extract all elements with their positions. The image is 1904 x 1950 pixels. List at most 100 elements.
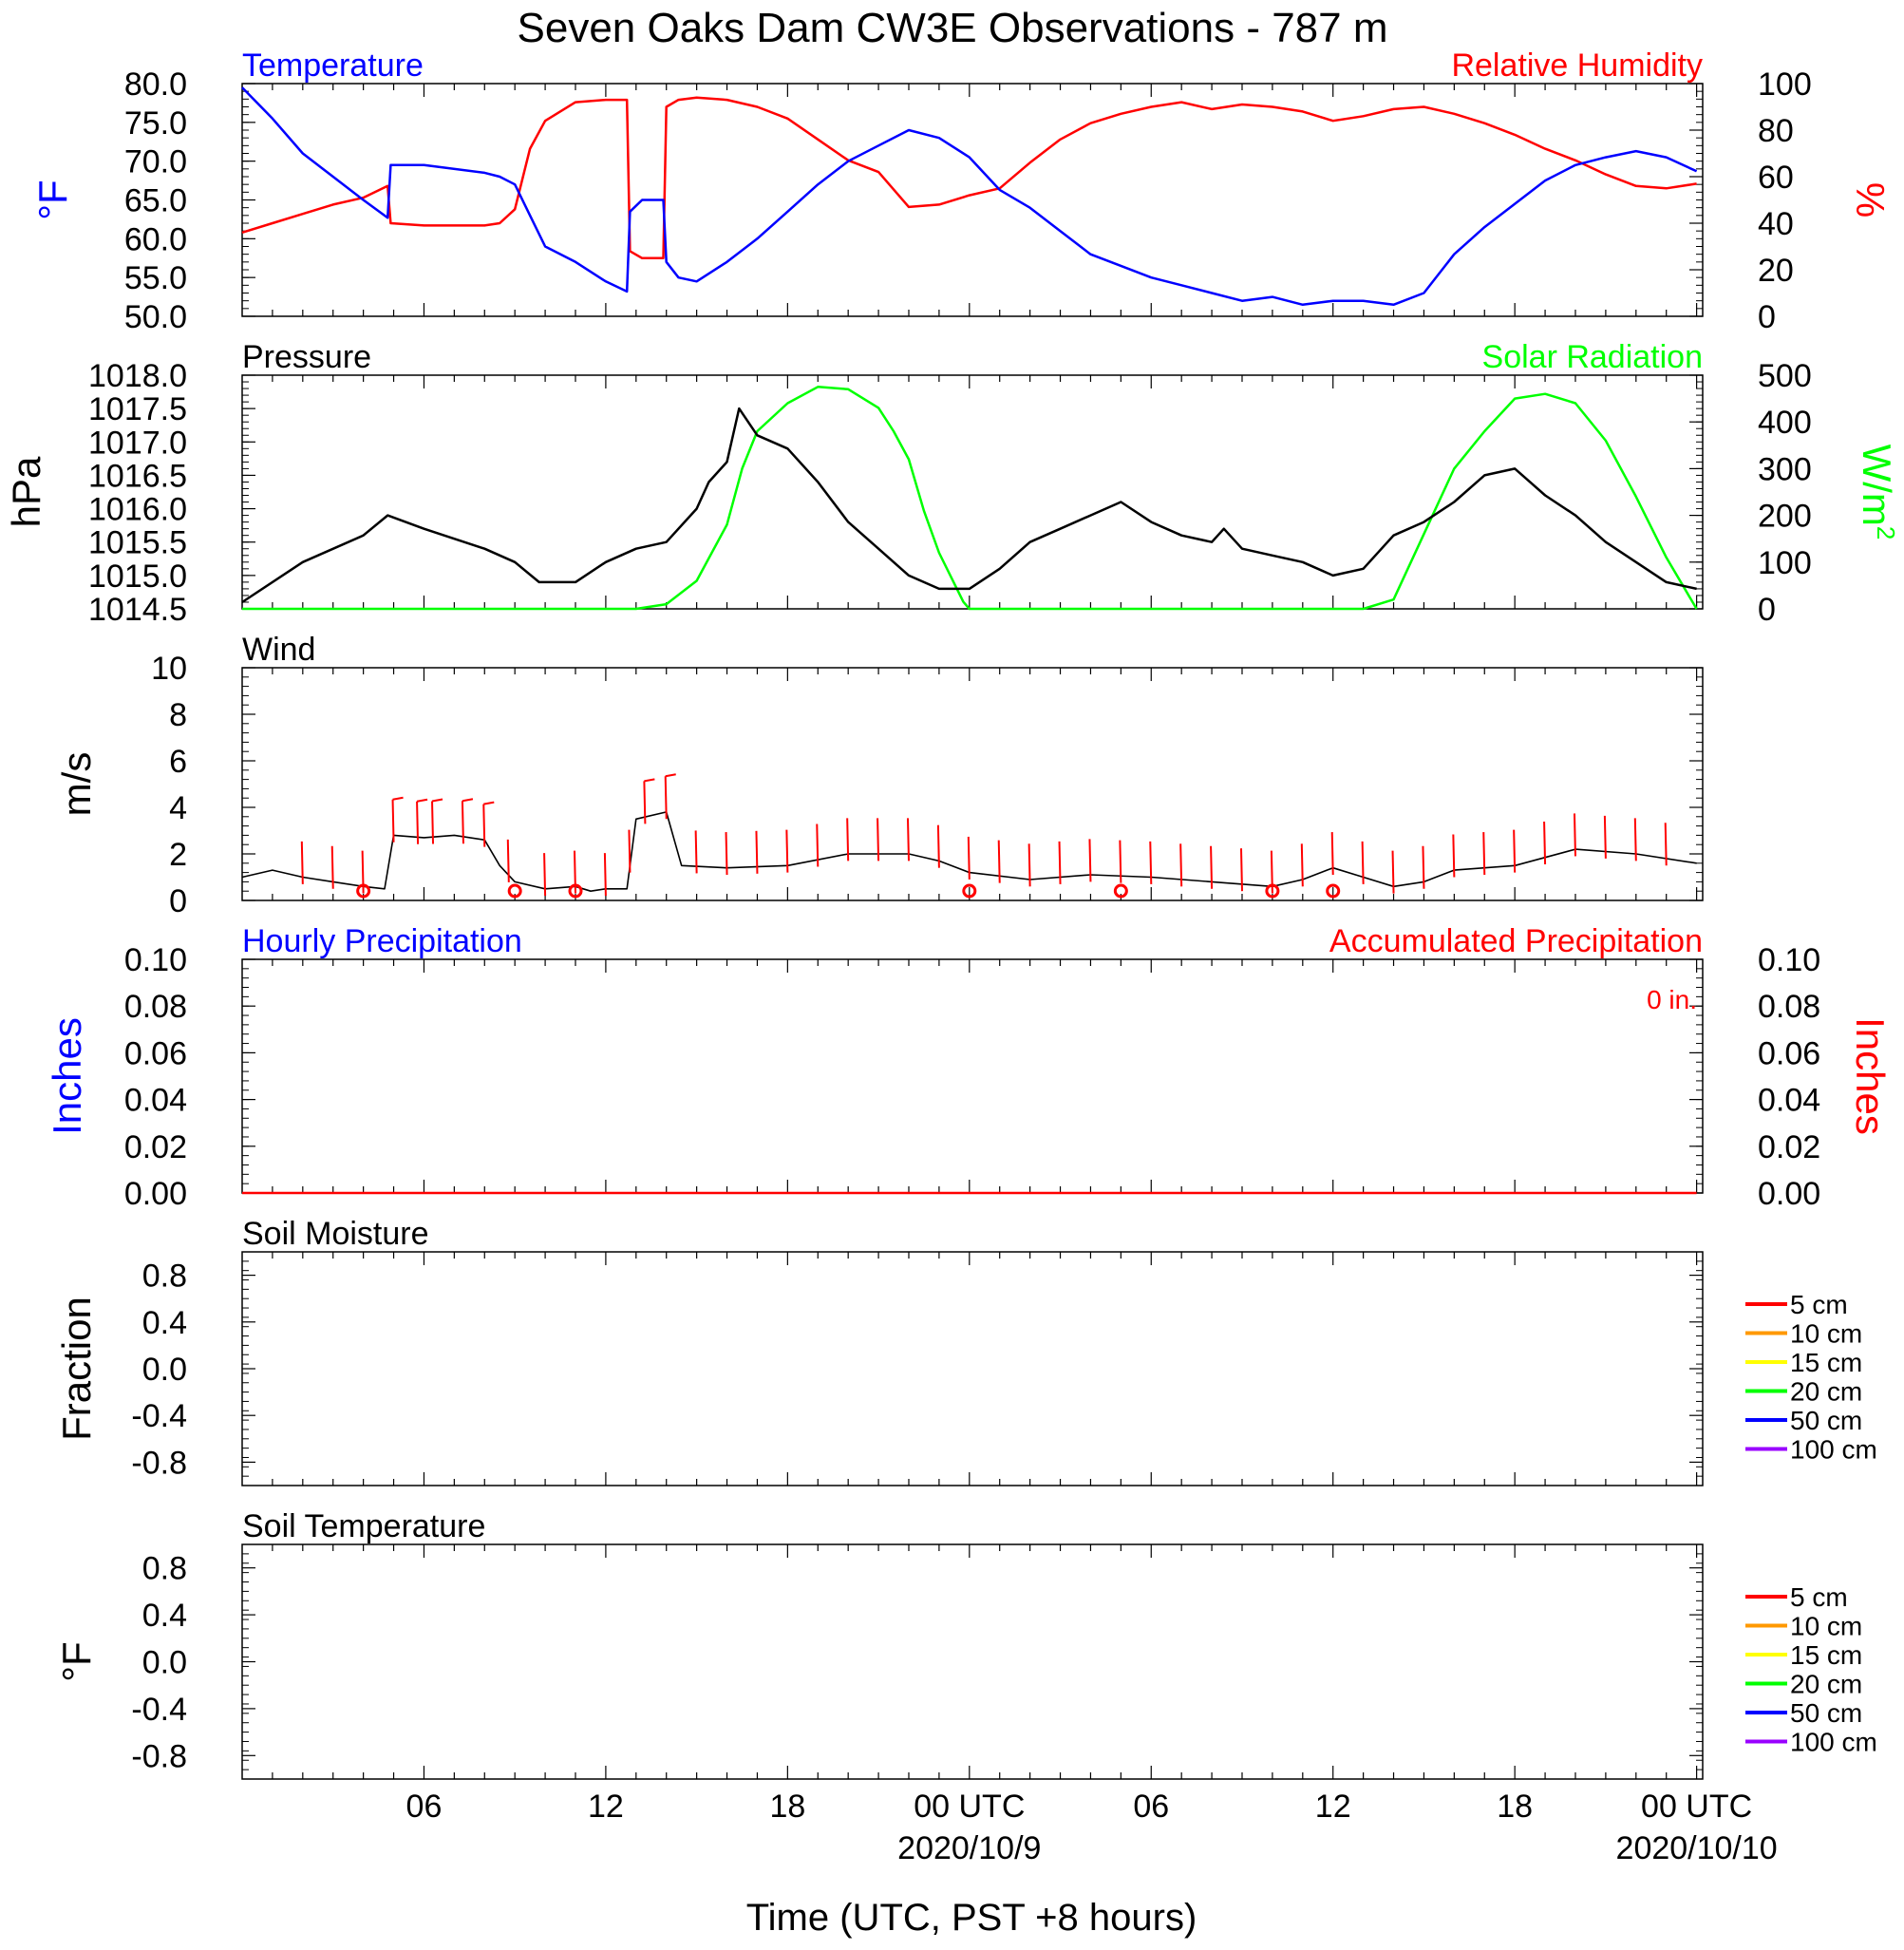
wind-barb — [755, 830, 759, 874]
wind-barb — [643, 781, 647, 824]
wind-barb — [1664, 823, 1668, 866]
chart-title: Seven Oaks Dam CW3E Observations - 787 m — [518, 5, 1388, 51]
calm-wind-marker — [1326, 883, 1341, 899]
solar-radiation-line — [242, 386, 1698, 611]
panel-title-left: Soil Temperature — [242, 1508, 485, 1544]
y-left-tick-label: 2 — [169, 837, 187, 873]
y-left-tick-label: 1018.0 — [88, 358, 187, 394]
wind-barb — [603, 853, 607, 897]
x-tick-label: 00 UTC — [1641, 1789, 1752, 1825]
legend-label: 15 cm — [1790, 1348, 1862, 1377]
legend-label: 50 cm — [1790, 1698, 1862, 1728]
wind-barb — [543, 853, 547, 897]
panel-title-left: Pressure — [242, 339, 371, 375]
y-left-tick-label: 1017.5 — [88, 391, 187, 427]
y-left-tick-label: 8 — [169, 697, 187, 733]
plot-frame — [241, 83, 1704, 317]
pressure-line — [241, 407, 1697, 604]
legend-label: 50 cm — [1790, 1406, 1862, 1435]
humidity-line — [241, 96, 1697, 260]
wind-barb — [506, 839, 510, 882]
panel-soil-moisture: 0.8 0.4 0.0 -0.4 -0.8 Soil Moisture Fraction 5 … — [54, 1216, 1877, 1486]
wind-barb-flag — [462, 798, 474, 803]
soil-temperature-axis-title: °F — [54, 1641, 99, 1681]
wind-barb — [1088, 839, 1092, 882]
legend-label: 100 cm — [1790, 1435, 1877, 1465]
x-date-label: 2020/10/10 — [1616, 1830, 1778, 1866]
wind-barb — [1239, 848, 1243, 892]
y-left-tick-label: 70.0 — [124, 144, 187, 180]
y-left-tick-label: -0.8 — [131, 1445, 187, 1481]
panel-title-left: Hourly Precipitation — [242, 923, 522, 959]
y-left-tick-label: 1014.5 — [88, 592, 187, 628]
wind-barb — [461, 801, 464, 844]
wind-barb — [1361, 841, 1365, 884]
hourly-precip-axis-title: Inches — [45, 1017, 89, 1135]
y-left-tick-label: 0.0 — [142, 1645, 187, 1681]
y-left-tick-label: 0.8 — [142, 1259, 187, 1295]
wind-barb — [300, 841, 304, 884]
x-tick-label: 06 — [1133, 1789, 1169, 1825]
y-left-tick-label: 0.8 — [142, 1551, 187, 1587]
wind-barb-flag — [392, 796, 404, 801]
y-left-tick-label: 50.0 — [124, 299, 187, 335]
y-left-tick-label: 75.0 — [124, 105, 187, 142]
panel-title-left: Wind — [242, 632, 315, 668]
y-right-tick-label: 40 — [1758, 206, 1794, 242]
panels-layer: 80.075.070.065.060.055.050.0100806040200… — [4, 47, 1900, 1780]
y-right-tick-label: 20 — [1758, 253, 1794, 289]
y-right-tick-label: 200 — [1758, 499, 1812, 535]
y-right-tick-label: 0 — [1758, 592, 1776, 628]
wind-barb — [877, 818, 880, 861]
y-left-tick-label: 1015.0 — [88, 558, 187, 595]
plot-frame — [241, 1251, 1704, 1486]
panel-title-left: Soil Moisture — [242, 1216, 429, 1252]
wind-barb — [1482, 832, 1486, 876]
y-left-tick-label: 65.0 — [124, 183, 187, 219]
legend-label: 100 cm — [1790, 1728, 1877, 1757]
y-left-tick-label: 55.0 — [124, 260, 187, 296]
wind-barb — [1633, 818, 1637, 861]
wind-axis-title: m/s — [54, 752, 99, 817]
panel-title-right: Relative Humidity — [1451, 47, 1703, 84]
wind-barb — [628, 829, 632, 873]
wind-barb — [997, 840, 1001, 883]
soil-moisture-axis-title: Fraction — [54, 1297, 99, 1441]
wind-barb — [967, 836, 971, 880]
wind-barb-flag — [644, 778, 655, 783]
accum-precip-axis-title: Inches — [1848, 1017, 1893, 1135]
wind-barb — [1603, 815, 1607, 859]
y-right-tick-label: 0 — [1758, 299, 1776, 335]
calm-wind-marker — [568, 883, 583, 899]
y-left-tick-label: 0.00 — [124, 1176, 187, 1212]
legend-label: 15 cm — [1790, 1640, 1862, 1670]
wind-barb — [416, 801, 420, 844]
y-left-tick-label: 1016.5 — [88, 458, 187, 494]
y-right-tick-label: 0.04 — [1758, 1083, 1820, 1119]
y-right-tick-label: 0.00 — [1758, 1176, 1820, 1212]
panel-title-left: Temperature — [242, 47, 424, 84]
wind-barb-flag — [431, 798, 443, 803]
plot-frame — [241, 374, 1704, 610]
panel-title-right: Solar Radiation — [1482, 339, 1703, 375]
y-left-tick-label: 0.06 — [124, 1035, 187, 1071]
y-right-tick-label: 0.02 — [1758, 1129, 1820, 1165]
wind-barb — [1543, 822, 1547, 865]
y-left-tick-label: 0.4 — [142, 1305, 187, 1341]
y-left-tick-label: -0.8 — [131, 1738, 187, 1774]
y-left-tick-label: 6 — [169, 744, 187, 780]
calm-wind-marker — [1265, 883, 1280, 899]
solar-axis-title: W/m2 — [1855, 445, 1900, 540]
wind-barb-flag — [665, 773, 676, 778]
calm-wind-marker — [356, 883, 371, 899]
x-tick-label: 18 — [1497, 1789, 1533, 1825]
wind-barb — [785, 829, 789, 873]
y-right-tick-label: 0.08 — [1758, 989, 1820, 1025]
y-right-tick-label: 60 — [1758, 160, 1794, 196]
legend-label: 10 cm — [1790, 1319, 1862, 1349]
calm-wind-marker — [507, 883, 522, 899]
wind-barb — [1058, 841, 1062, 884]
panel-precipitation: 0.10 0.08 0.06 0.04 0.02 0.00 0.10 0.08 0.06 0.04… — [45, 923, 1893, 1212]
humidity-axis-title: % — [1848, 182, 1893, 218]
x-axis-title: Time (UTC, PST +8 hours) — [746, 1897, 1197, 1939]
